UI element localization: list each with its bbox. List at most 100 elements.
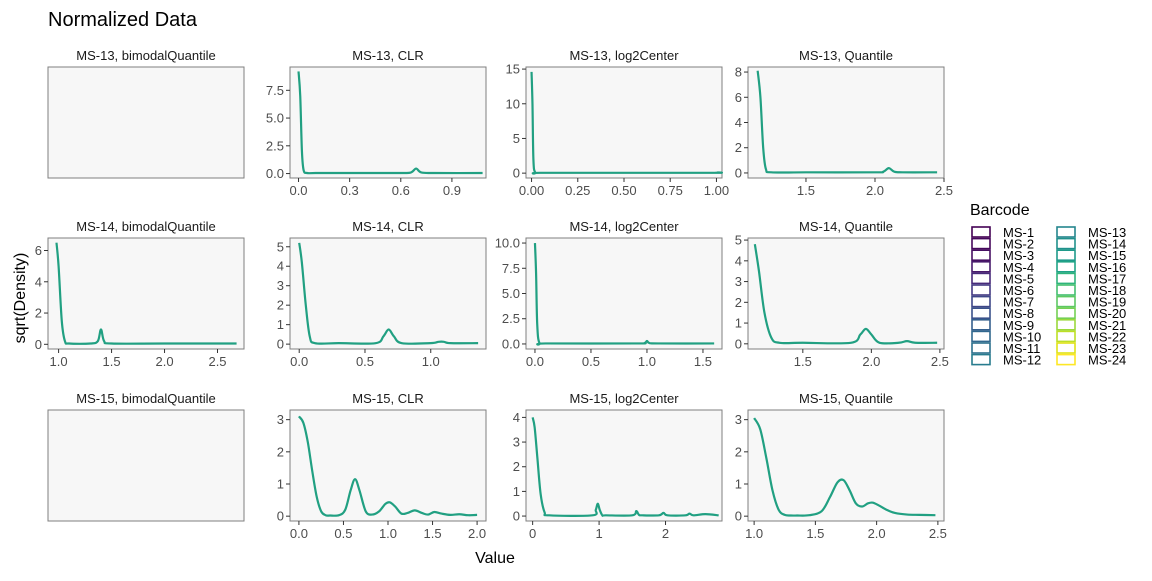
y-tick-label: 0 bbox=[513, 166, 520, 181]
legend-label: MS-4 bbox=[1003, 260, 1034, 275]
y-tick-label: 7.5 bbox=[266, 83, 284, 98]
facet-panel: MS-13, bimodalQuantile bbox=[47, 48, 245, 179]
y-tick-label: 10.0 bbox=[495, 236, 520, 251]
y-tick-label: 2.5 bbox=[502, 311, 520, 326]
legend-item: MS-7 bbox=[971, 295, 1034, 310]
legend-item: MS-1 bbox=[971, 225, 1034, 240]
panel-background bbox=[289, 66, 487, 179]
facet-strip-label: MS-15, CLR bbox=[352, 391, 424, 406]
y-tick-label: 5.0 bbox=[502, 286, 520, 301]
facet-strip-label: MS-15, bimodalQuantile bbox=[76, 391, 215, 406]
legend: MS-1MS-2MS-3MS-4MS-5MS-6MS-7MS-8MS-9MS-1… bbox=[971, 225, 1126, 368]
legend-label: MS-7 bbox=[1003, 295, 1034, 310]
legend-label: MS-20 bbox=[1088, 306, 1126, 321]
y-tick-label: 3 bbox=[513, 435, 520, 450]
legend-label: MS-22 bbox=[1088, 329, 1126, 344]
legend-label: MS-5 bbox=[1003, 271, 1034, 286]
legend-item: MS-19 bbox=[1056, 295, 1126, 310]
legend-item: MS-24 bbox=[1056, 353, 1126, 368]
legend-item: MS-14 bbox=[1056, 237, 1126, 252]
facet-strip-label: MS-14, CLR bbox=[352, 219, 424, 234]
density-line bbox=[753, 417, 936, 517]
facet-panel: MS-13, log2Center 0.00 0.25 0.50 0.75 1.00 0 5 1… bbox=[506, 48, 730, 198]
density-line bbox=[298, 415, 478, 517]
y-tick-label: 4 bbox=[35, 274, 42, 289]
legend-key bbox=[971, 342, 991, 354]
legend-key bbox=[1056, 330, 1076, 343]
y-tick-label: 0 bbox=[735, 509, 742, 524]
y-tick-label: 0 bbox=[277, 337, 284, 352]
y-tick-label: 2 bbox=[735, 140, 742, 155]
y-tick-label: 2 bbox=[277, 298, 284, 313]
legend-key bbox=[971, 237, 991, 250]
density-line bbox=[55, 242, 237, 345]
x-tick-label: 0.0 bbox=[290, 526, 308, 541]
legend-item: MS-22 bbox=[1056, 329, 1126, 344]
legend-label: MS-6 bbox=[1003, 283, 1034, 298]
facet-strip-label: MS-15, log2Center bbox=[569, 391, 679, 406]
facet-panels: MS-13, bimodalQuantile MS-13, CLR 0.0 0.3 0.… bbox=[35, 48, 953, 541]
density-line bbox=[531, 417, 719, 517]
y-tick-label: 3 bbox=[735, 412, 742, 427]
legend-key bbox=[1056, 342, 1076, 354]
y-tick-label: 7.5 bbox=[502, 261, 520, 276]
legend-key bbox=[1056, 295, 1076, 308]
panel-background bbox=[525, 237, 723, 350]
x-tick-label: 2.5 bbox=[929, 526, 947, 541]
legend-key bbox=[971, 249, 991, 261]
x-tick-label: 1.5 bbox=[103, 354, 121, 369]
legend-item: MS-20 bbox=[1056, 306, 1126, 321]
legend-label: MS-1 bbox=[1003, 225, 1034, 240]
legend-label: MS-11 bbox=[1003, 341, 1040, 356]
x-tick-label: 1 bbox=[595, 526, 602, 541]
x-tick-label: 2 bbox=[662, 526, 669, 541]
legend-key bbox=[971, 353, 991, 366]
y-tick-label: 5 bbox=[735, 233, 742, 248]
x-tick-label: 0.6 bbox=[392, 183, 410, 198]
x-tick-label: 1.5 bbox=[694, 354, 712, 369]
legend-label: MS-23 bbox=[1088, 341, 1126, 356]
legend-key bbox=[1056, 249, 1076, 261]
x-tick-label: 2.0 bbox=[866, 183, 884, 198]
facet-strip-label: MS-13, Quantile bbox=[799, 48, 893, 63]
legend-key bbox=[1056, 353, 1076, 366]
panel-background bbox=[747, 237, 945, 350]
y-tick-label: 3 bbox=[277, 278, 284, 293]
x-tick-label: 0.5 bbox=[582, 354, 600, 369]
legend-item: MS-15 bbox=[1056, 248, 1126, 263]
y-tick-label: 0 bbox=[735, 165, 742, 180]
legend-item: MS-9 bbox=[971, 318, 1034, 333]
legend-item: MS-17 bbox=[1056, 271, 1126, 286]
legend-label: MS-15 bbox=[1088, 248, 1126, 263]
y-tick-label: 6 bbox=[735, 90, 742, 105]
x-tick-label: 1.5 bbox=[806, 526, 824, 541]
x-tick-label: 2.0 bbox=[468, 526, 486, 541]
legend-key bbox=[971, 260, 991, 273]
y-tick-label: 0.0 bbox=[266, 166, 284, 181]
y-tick-label: 4 bbox=[513, 410, 520, 425]
legend-label: MS-19 bbox=[1088, 295, 1126, 310]
facet-strip-label: MS-14, bimodalQuantile bbox=[76, 219, 215, 234]
y-tick-label: 1 bbox=[735, 316, 742, 331]
facet-panel: MS-14, bimodalQuantile 1.0 1.5 2.0 2.5 0 2 4 6 bbox=[35, 219, 245, 369]
legend-key bbox=[1056, 307, 1076, 320]
density-line bbox=[530, 71, 723, 175]
legend-item: MS-3 bbox=[971, 248, 1034, 263]
y-tick-label: 0 bbox=[735, 336, 742, 351]
facet-panel: MS-14, CLR 0.0 0.5 1.0 0 1 2 3 4 5 bbox=[277, 219, 487, 369]
legend-title: Barcode bbox=[970, 202, 1030, 219]
facet-strip-label: MS-13, log2Center bbox=[569, 48, 679, 63]
legend-key bbox=[971, 272, 991, 285]
facet-panel: MS-13, Quantile 1.5 2.0 2.5 0 2 4 6 8 bbox=[735, 48, 953, 198]
legend-key bbox=[971, 307, 991, 320]
density-line bbox=[298, 242, 479, 345]
panel-background bbox=[525, 66, 723, 179]
y-tick-label: 4 bbox=[277, 259, 284, 274]
x-tick-label: 0.5 bbox=[334, 526, 352, 541]
y-tick-label: 8 bbox=[735, 65, 742, 80]
y-tick-label: 0 bbox=[35, 337, 42, 352]
x-tick-label: 0.0 bbox=[290, 354, 308, 369]
y-tick-label: 3 bbox=[735, 274, 742, 289]
facet-strip-label: MS-15, Quantile bbox=[799, 391, 893, 406]
